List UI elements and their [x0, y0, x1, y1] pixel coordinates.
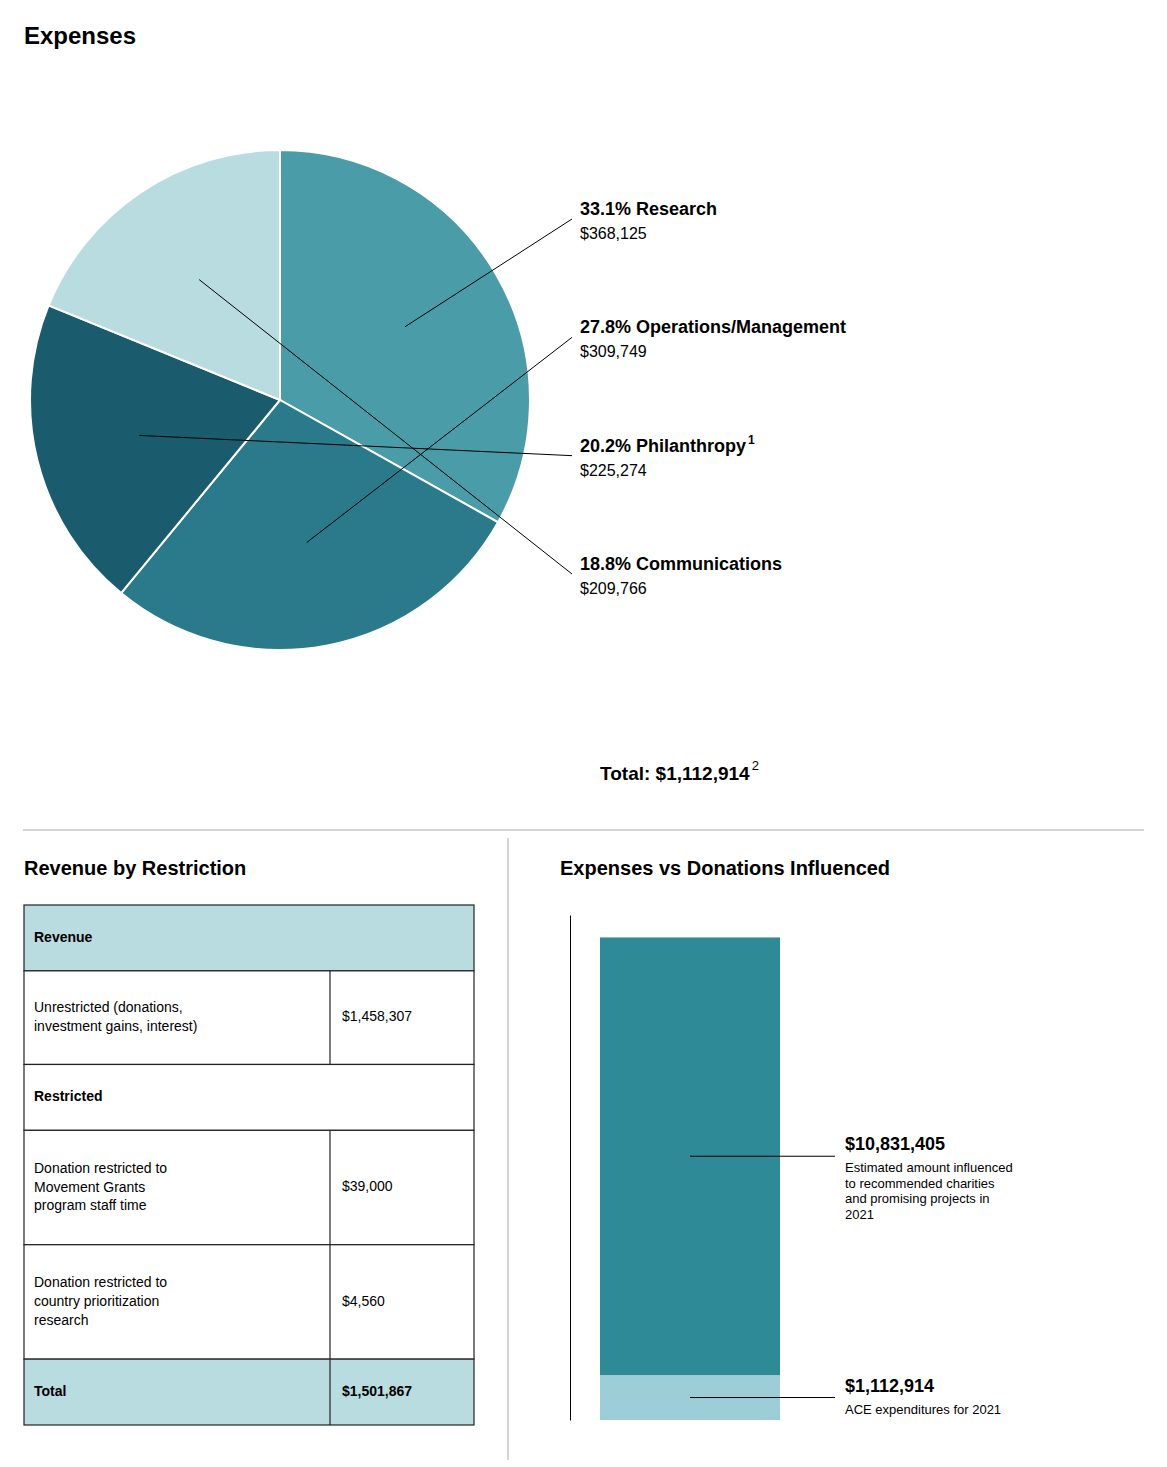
- table-separator: [329, 1245, 330, 1359]
- leader-line: [139, 435, 572, 455]
- row-value: $4,560: [342, 1293, 385, 1309]
- row-value: $1,458,307: [342, 1008, 412, 1024]
- divider: [508, 838, 509, 1460]
- table: Revenue Unrestricted (donations, investmen…: [24, 905, 474, 1425]
- chart-title: Expenses vs Donations Influenced: [560, 857, 890, 879]
- text-line: Revenue: [34, 929, 93, 945]
- table-row: [24, 1130, 474, 1244]
- footnote-mark: 1: [748, 433, 755, 447]
- bars: [600, 937, 780, 1420]
- text-line: ACE expenditures for 2021: [845, 1402, 1001, 1417]
- slice-label: 18.8% Communications: [580, 554, 782, 574]
- row-label: Revenue: [34, 929, 93, 945]
- leader-line: [199, 280, 572, 574]
- text-line: Total: [34, 1383, 66, 1399]
- text-line: and promising projects in: [845, 1191, 990, 1206]
- total-label: Total: $1,112,914: [600, 763, 750, 784]
- annotations: $1,112,914 ACE expenditures for 2021 $10,8…: [690, 1134, 1013, 1416]
- text-line: Restricted: [34, 1088, 102, 1104]
- text-line: Movement Grants: [34, 1178, 145, 1194]
- chart-title: Expenses: [24, 22, 136, 49]
- leader-line: [405, 219, 572, 327]
- data-label: $1,112,914: [845, 1376, 934, 1396]
- table-row: [24, 905, 474, 971]
- text-line: country prioritization: [34, 1293, 159, 1309]
- table-separator: [329, 971, 330, 1065]
- slice-label: 20.2% Philanthropy: [580, 436, 746, 456]
- row-label: Total: [34, 1383, 66, 1399]
- leader-line: [690, 1397, 835, 1398]
- slice-sublabel: $225,274: [580, 462, 647, 479]
- slice-sublabel: $368,125: [580, 225, 647, 242]
- chart-title: Revenue by Restriction: [24, 857, 246, 879]
- text-line: 2021: [845, 1207, 874, 1222]
- row-label: Donation restricted to country prioritiza…: [34, 1274, 167, 1328]
- row-label: Unrestricted (donations, investment gains…: [34, 999, 197, 1034]
- row-label: Donation restricted to Movement Grants pro…: [34, 1159, 167, 1213]
- table-separator: [329, 1130, 330, 1244]
- text-line: Unrestricted (donations,: [34, 999, 183, 1015]
- divider: [23, 830, 1144, 831]
- row-value: $1,501,867: [342, 1383, 412, 1399]
- text-line: Donation restricted to: [34, 1274, 167, 1290]
- text-line: investment gains, interest): [34, 1018, 197, 1034]
- pie: 33.1% Research $368,125 27.8% Operations/M…: [30, 150, 846, 650]
- canvas: Expenses 33.1% Research $368,125 27.8% Oper…: [0, 0, 1167, 1467]
- row-label: Restricted: [34, 1088, 102, 1104]
- y-axis: [570, 916, 571, 1421]
- pie-slice: [49, 150, 280, 400]
- footnote-mark: 2: [752, 758, 759, 773]
- leader-line: [690, 1156, 835, 1157]
- annotation: ACE expenditures for 2021: [845, 1402, 1001, 1417]
- leader-line: [307, 337, 572, 542]
- text-line: Estimated amount influenced: [845, 1160, 1013, 1175]
- slice-sublabel: $209,766: [580, 580, 647, 597]
- table-row: [24, 1245, 474, 1359]
- text-line: program staff time: [34, 1197, 147, 1213]
- slice-label: 33.1% Research: [580, 199, 717, 219]
- text-line: Donation restricted to: [34, 1159, 167, 1175]
- y-axis-line: [570, 916, 571, 1421]
- annotation: Estimated amount influencedto recommende…: [845, 1160, 1013, 1222]
- row-value: $39,000: [342, 1178, 393, 1194]
- slice-label: 27.8% Operations/Management: [580, 317, 846, 337]
- data-label: $10,831,405: [845, 1134, 945, 1154]
- table-row: [24, 971, 474, 1065]
- table-separator: [329, 1359, 330, 1425]
- table-row: [24, 1359, 474, 1425]
- text-line: research: [34, 1312, 88, 1328]
- slice-sublabel: $309,749: [580, 343, 647, 360]
- table-row: [24, 1064, 474, 1130]
- text-line: to recommended charities: [845, 1176, 995, 1191]
